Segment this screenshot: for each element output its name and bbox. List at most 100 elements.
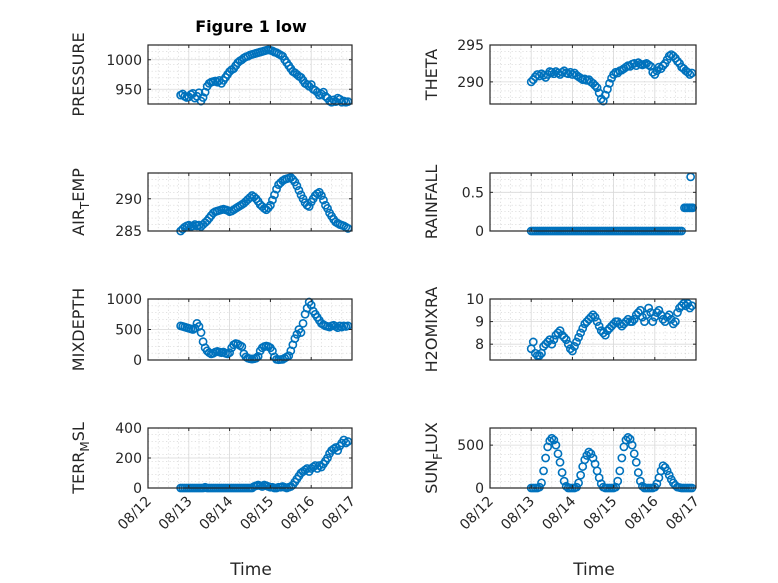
data-point [245,193,255,202]
data-point [555,326,565,336]
figure-title: Figure 1 low [195,17,307,36]
data-point [526,77,536,87]
data-point [592,317,602,326]
data-point [547,67,557,77]
x-tick-label: 08/17 [663,494,703,534]
data-point [586,312,596,322]
data-point [679,299,689,308]
data-point [576,470,586,480]
y-tick-label: 8 [475,337,484,353]
x-tick-label: 08/15 [237,494,277,534]
y-tick-label: 10 [466,292,484,308]
data-point [644,303,654,313]
axes-box [147,44,353,105]
data-point [644,60,654,70]
data-point [547,433,557,443]
y-tick-label: 1000 [106,53,142,69]
data-point [654,305,664,315]
x-tick-label: 08/12 [457,494,497,534]
subplot-pressure: 950 1000 PRESSURE [69,32,353,117]
data-point [633,468,643,477]
axes-box [489,44,697,105]
data-point [292,329,302,339]
data-point [535,482,544,492]
y-tick-label: 9 [475,315,484,331]
data-point [549,435,559,445]
data-point [559,476,569,486]
x-tick-label: 08/15 [581,494,621,534]
data-point [251,353,261,363]
data-point [268,195,277,205]
data-point [341,438,351,448]
data-point [629,449,639,459]
data-point [198,93,208,102]
data-point [658,61,668,71]
data-point [576,328,586,338]
data-point [683,67,693,77]
y-tick-label: 0.5 [462,185,484,201]
data-point [528,337,538,347]
axes-box [489,427,697,489]
y-tick-label: 295 [457,38,484,54]
data-point [559,333,569,342]
data-point [574,478,583,488]
data-point [535,351,544,360]
data-point [323,204,332,213]
data-point [549,69,559,79]
data-point [664,310,674,320]
data-point [549,335,559,345]
data-point [190,323,200,333]
y-tick-label: 0 [133,353,142,369]
data-point [225,348,234,358]
y-tick-label: 0 [475,481,484,497]
data-point [553,449,563,459]
axes-box [489,172,697,232]
subplot-mixdepth: 0 500 1000 MIXDEPTH [69,288,353,371]
y-tick-label: 500 [115,323,142,339]
data-point [539,70,548,80]
y-tick-label: 500 [457,438,484,454]
data-point [319,87,328,97]
data-point [586,449,596,459]
data-point [323,453,332,463]
y-axis-label: TERRMSL [69,422,92,495]
data-point [664,470,674,480]
data-point [532,70,542,79]
data-point [327,97,336,107]
data-point [302,80,312,89]
y-axis-label: MIXDEPTH [69,288,88,371]
data-point [574,333,583,342]
x-tick-label: 08/17 [319,494,359,534]
data-point [537,478,546,488]
data-point [613,476,623,486]
data-point [572,337,581,347]
data-point [541,453,551,463]
data-point [298,318,308,328]
data-point [568,346,577,356]
data-point [685,303,695,313]
data-point [578,323,588,333]
data-point [555,457,565,467]
x-tick-label: 08/14 [197,493,237,533]
y-tick-label: 200 [115,451,142,467]
data-point [547,339,557,349]
subplot-theta: 290 295 THETA [422,38,697,106]
x-axis-label-right: Time [572,560,615,580]
data-point [623,433,633,442]
data-point [306,80,316,89]
x-tick-label: 08/13 [498,494,538,534]
subplot-h2omixra: 8 9 10 H2OMIXRA [422,287,697,372]
x-tick-label: 08/12 [115,494,155,534]
data-point [654,62,664,72]
data-point [662,466,672,476]
data-point [686,172,696,182]
data-point [333,446,343,455]
y-tick-label: 290 [115,192,142,208]
y-tick-label: 950 [115,82,142,98]
data-point [580,455,590,465]
y-axis-label: RAINFALL [422,165,441,240]
subplot-air-temp: 285 290 AIRTEMP [69,168,353,240]
data-point [621,317,631,326]
data-point [635,476,645,486]
